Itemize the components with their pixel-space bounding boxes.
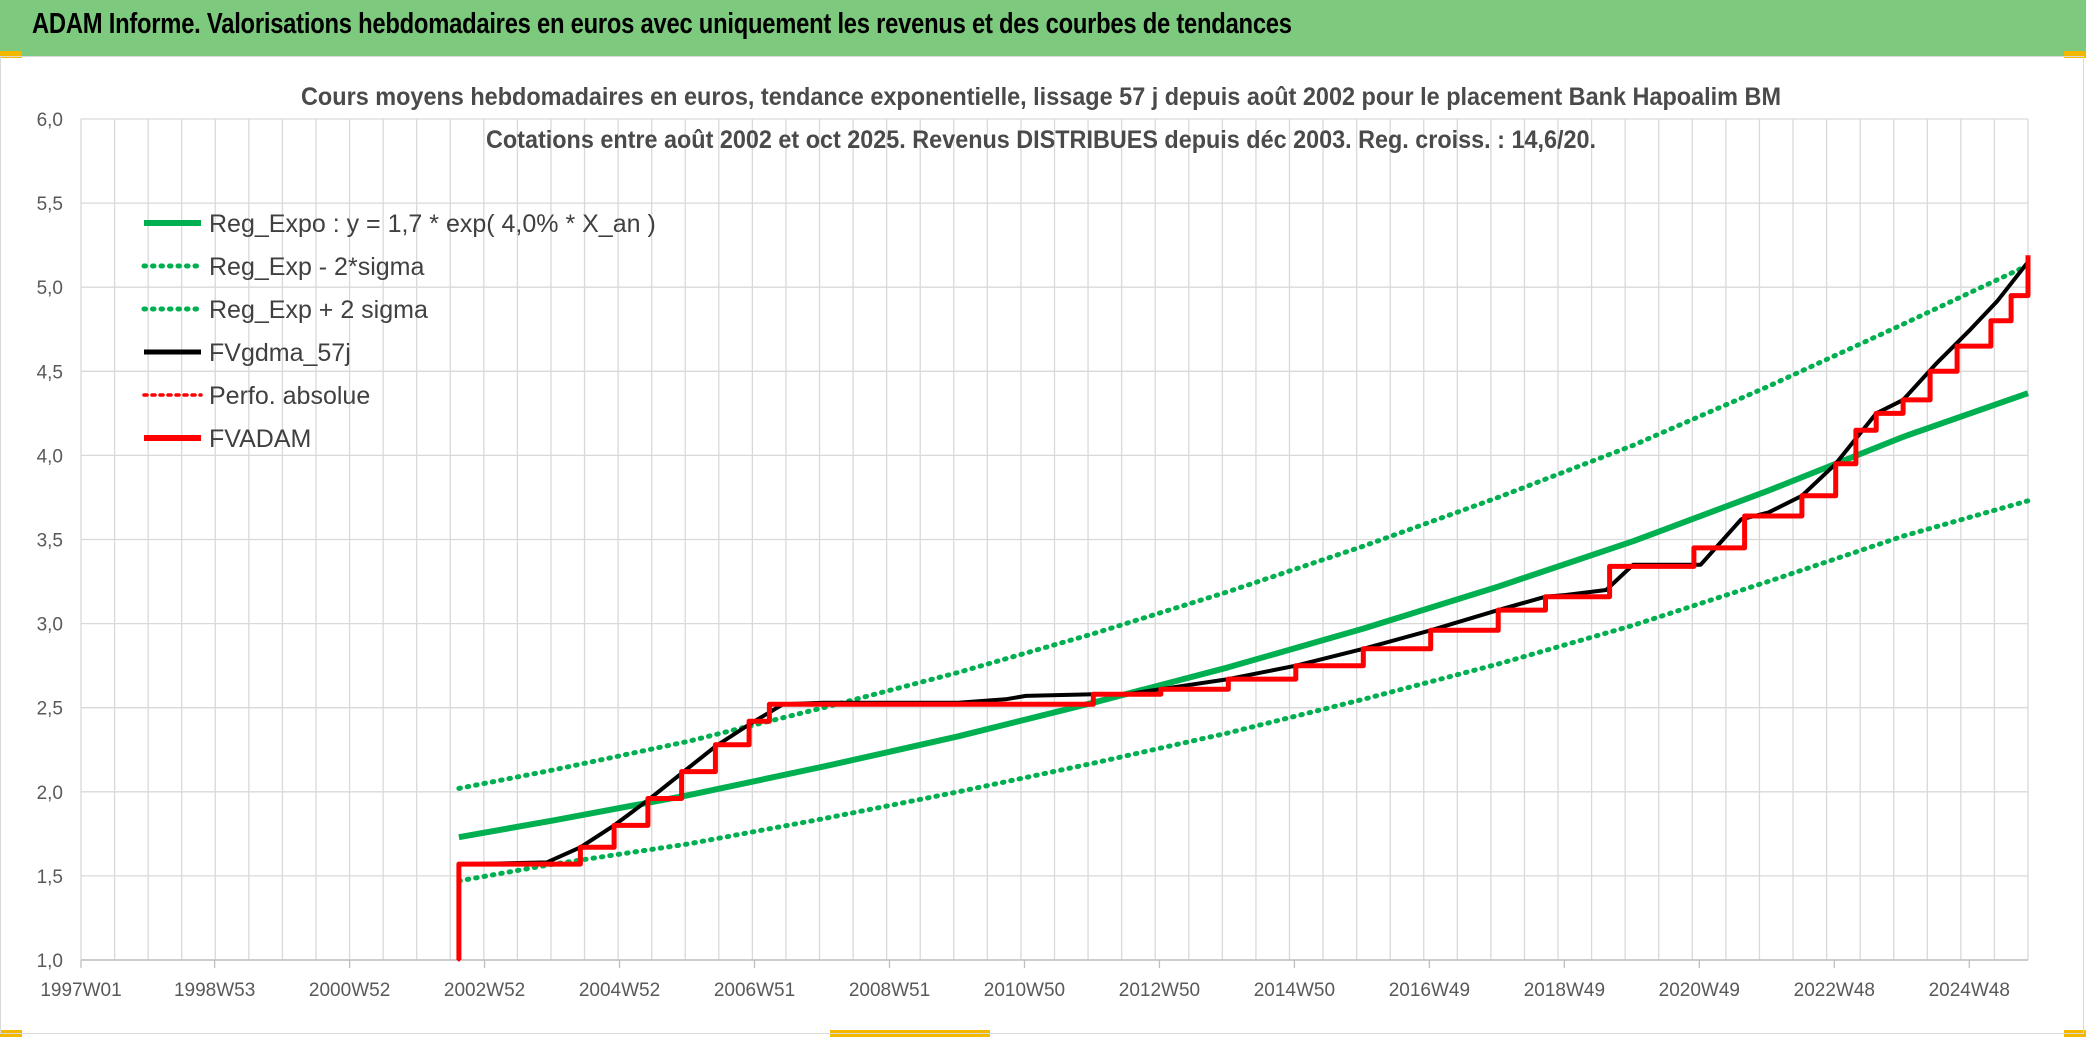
corner-marker [0,51,22,58]
legend-label: Reg_Expo : y = 1,7 * exp( 4,0% * X_an ) [209,210,656,238]
series-line-1 [456,498,2031,884]
legend-label: Reg_Exp - 2*sigma [209,253,424,281]
y-tick-label: 3,0 [37,615,63,636]
x-tick-label: 2024W48 [1929,980,2010,1001]
x-tick-label: 2018W49 [1524,980,1605,1001]
y-tick-label: 6,0 [37,110,63,131]
legend: Reg_Expo : y = 1,7 * exp( 4,0% * X_an ) R… [141,210,656,453]
x-axis-ticks: 1997W01 1998W53 2000W52 2002W52 2004W52 2006W… [40,959,2028,1001]
y-tick-label: 4,0 [37,446,63,467]
y-axis-ticks: 1,0 1,5 2,0 2,5 3,0 3,5 4,0 4,5 5,0 5,5 6,0 [37,110,63,972]
y-tick-label: 1,5 [37,867,63,888]
x-tick-label: 1997W01 [40,980,121,1001]
x-tick-label: 2002W52 [444,980,525,1001]
y-tick-label: 2,0 [37,783,63,804]
series-layer [456,253,2031,962]
x-tick-label: 2022W48 [1794,980,1875,1001]
y-tick-label: 1,0 [37,951,63,972]
chart-title: Cours moyens hebdomadaires en euros, ten… [301,83,1781,111]
report-title: ADAM Informe. Valorisations hebdomadaire… [32,8,1292,40]
x-tick-label: 2010W50 [984,980,1065,1001]
title-banner: ADAM Informe. Valorisations hebdomadaire… [0,0,2086,56]
series-line-3 [469,260,2030,867]
x-tick-label: 2014W50 [1254,980,1335,1001]
y-tick-label: 5,5 [37,194,63,215]
x-tick-label: 2006W51 [714,980,795,1001]
x-tick-label: 2012W50 [1119,980,1200,1001]
legend-label: Perfo. absolue [209,382,370,410]
chart-subtitle: Cotations entre août 2002 et oct 2025. R… [486,126,1596,154]
legend-label: Reg_Exp + 2 sigma [209,296,428,324]
x-tick-label: 2016W49 [1389,980,1470,1001]
chart-frame: 1,0 1,5 2,0 2,5 3,0 3,5 4,0 4,5 5,0 5,5 6,0 1997W0… [0,56,2084,1034]
legend-label: FVADAM [209,425,311,453]
corner-marker [2064,51,2086,58]
series-line-0 [458,390,2029,841]
x-tick-label: 2008W51 [849,980,930,1001]
y-tick-label: 4,5 [37,362,63,383]
x-tick-label: 2020W49 [1659,980,1740,1001]
x-tick-label: 2004W52 [579,980,660,1001]
y-tick-label: 2,5 [37,699,63,720]
line-chart: 1,0 1,5 2,0 2,5 3,0 3,5 4,0 4,5 5,0 5,5 6,0 1997W0… [37,83,2031,1001]
y-tick-label: 5,0 [37,278,63,299]
legend-label: FVgdma_57j [209,339,351,367]
x-tick-label: 2000W52 [309,980,390,1001]
x-tick-label: 1998W53 [174,980,255,1001]
series-line-4 [457,253,2030,962]
y-tick-label: 3,5 [37,531,63,552]
